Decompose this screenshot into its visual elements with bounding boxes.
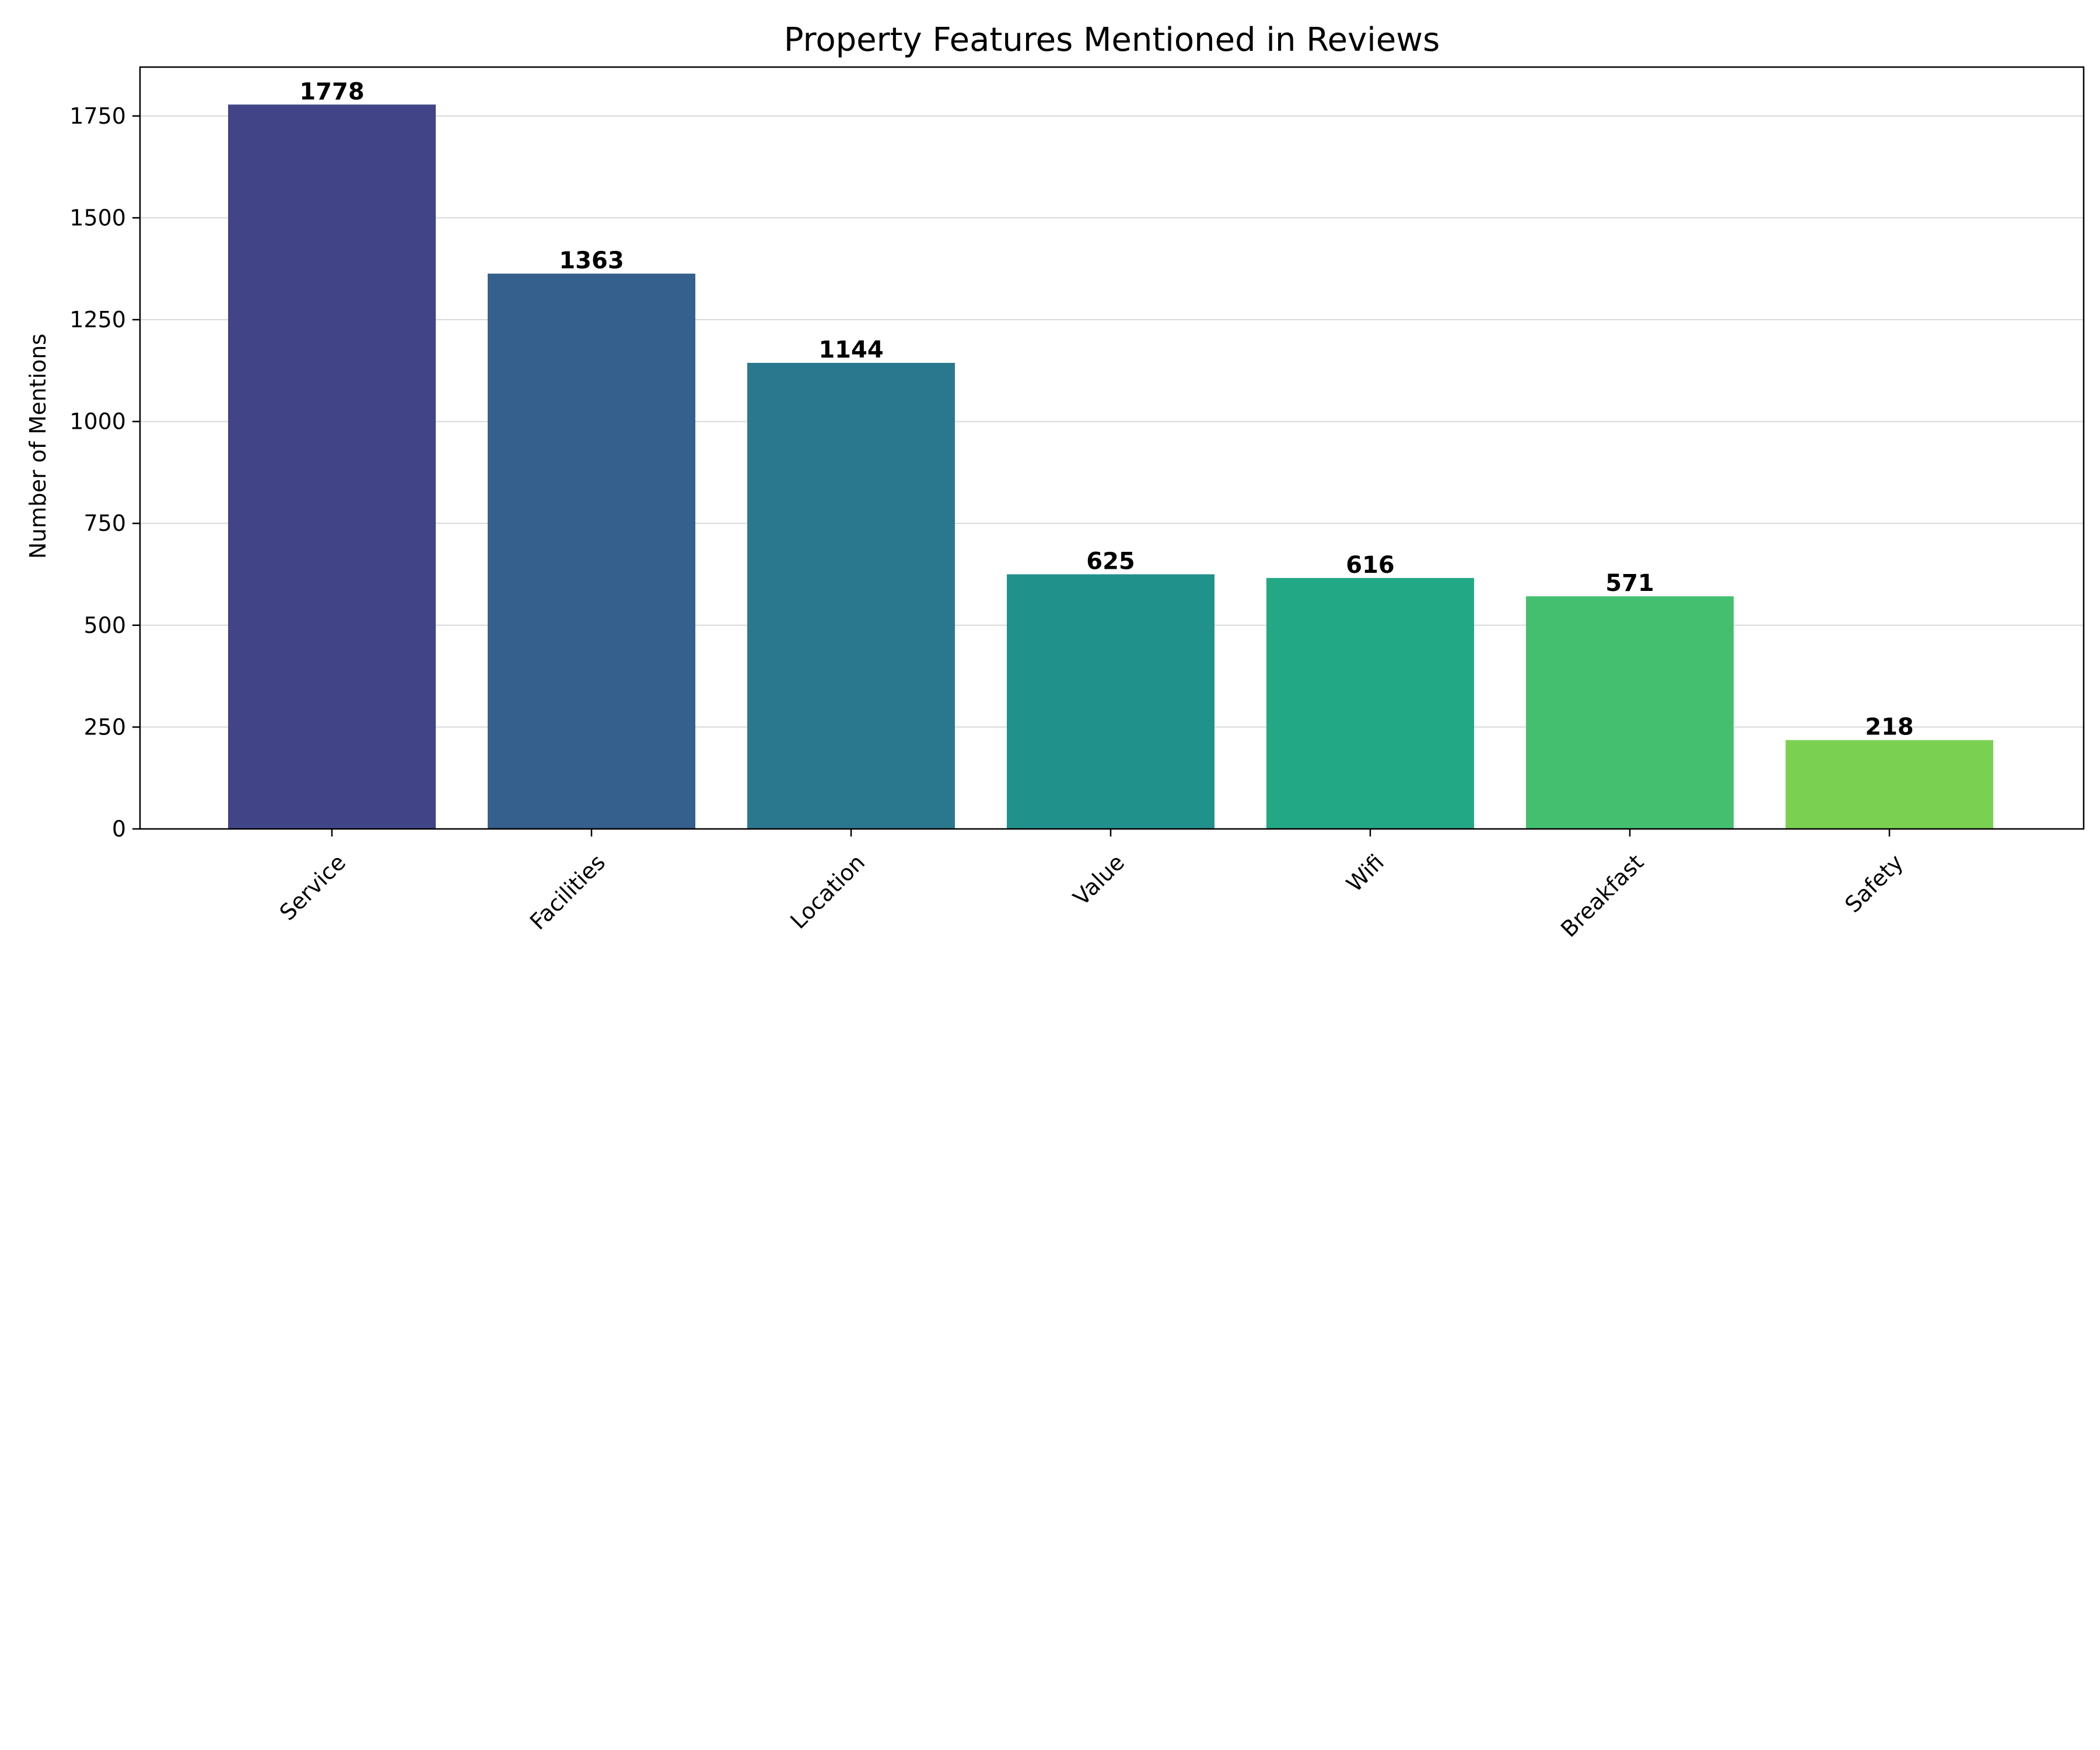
- x-tick-label-service: Service: [275, 849, 351, 925]
- value-label-safety: 218: [1865, 714, 1914, 741]
- plot-border: [139, 66, 2085, 830]
- y-tick-label: 1500: [69, 205, 126, 230]
- x-tick-label-facilities: Facilities: [525, 849, 610, 935]
- chart-title: Property Features Mentioned in Reviews: [784, 21, 1440, 59]
- axes-frame: [139, 66, 2085, 830]
- bar-value: [1007, 574, 1214, 829]
- value-label-wifi: 616: [1346, 552, 1395, 579]
- y-axis-ticks: 0 250 500 750 1000 1250 1500 1750: [69, 103, 140, 842]
- grid-layer: [140, 115, 2084, 728]
- bar-breakfast: [1526, 596, 1734, 829]
- y-axis-title: Number of Mentions: [25, 334, 51, 559]
- bar-value-labels: 1778 1363 1144 625 616 571 218: [299, 78, 1913, 740]
- bar-wifi: [1266, 578, 1474, 829]
- value-label-breakfast: 571: [1605, 570, 1654, 597]
- y-tick-label: 0: [112, 816, 126, 842]
- x-tick-label-value: Value: [1068, 849, 1129, 911]
- y-tick-label: 500: [83, 612, 126, 638]
- value-label-location: 1144: [818, 337, 883, 363]
- x-tick-label-location: Location: [785, 849, 870, 934]
- bar-service: [228, 104, 436, 829]
- value-label-service: 1778: [299, 78, 364, 105]
- y-tick-label: 1250: [69, 307, 126, 332]
- x-tick-label-wifi: Wifi: [1342, 849, 1389, 897]
- x-axis-ticks: Service Facilities Location Value Wifi Breakf…: [275, 829, 1908, 942]
- bar-facilities: [488, 274, 695, 829]
- bar-safety: [1786, 740, 1993, 829]
- y-tick-label: 1750: [69, 103, 126, 129]
- bars-layer: [228, 104, 1993, 829]
- x-tick-label-breakfast: Breakfast: [1556, 849, 1648, 942]
- y-tick-label: 750: [83, 510, 126, 536]
- value-label-facilities: 1363: [559, 247, 624, 274]
- y-tick-label: 1000: [69, 409, 126, 435]
- bar-location: [747, 363, 955, 829]
- x-tick-label-safety: Safety: [1840, 849, 1908, 918]
- value-label-value: 625: [1086, 548, 1135, 575]
- y-tick-label: 250: [83, 714, 126, 740]
